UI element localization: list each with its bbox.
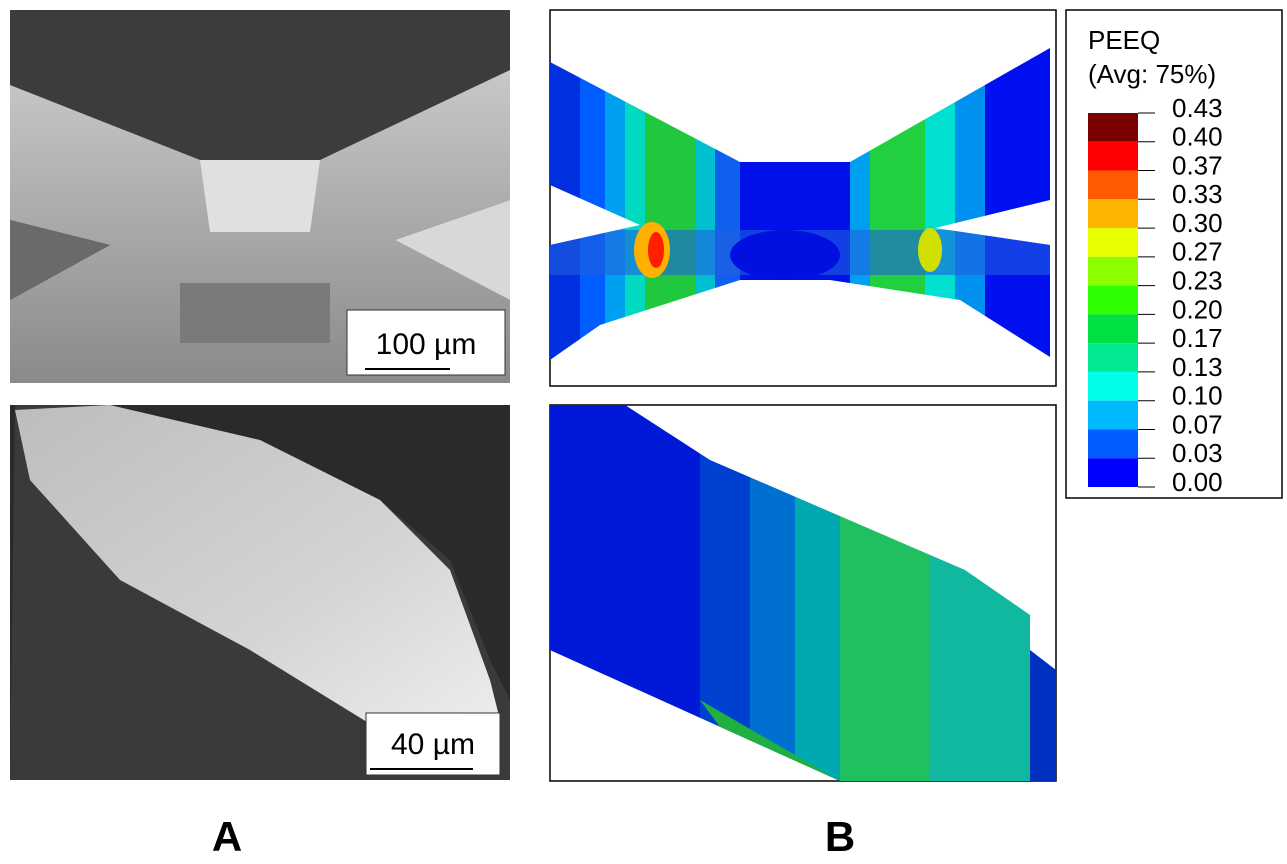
legend-label: 0.03 xyxy=(1172,438,1223,468)
legend-swatch xyxy=(1088,113,1138,142)
legend-title: PEEQ xyxy=(1088,25,1160,55)
legend-label: 0.40 xyxy=(1172,122,1223,152)
fea-plot-bottom xyxy=(550,400,1060,785)
scale-bar-label: 40 µm xyxy=(391,728,475,761)
legend-swatch xyxy=(1088,372,1138,401)
legend-swatch xyxy=(1088,343,1138,372)
scale-bar-label: 100 µm xyxy=(376,328,477,361)
legend-swatch xyxy=(1088,199,1138,228)
legend-label: 0.43 xyxy=(1172,93,1223,123)
legend-label: 0.33 xyxy=(1172,179,1223,209)
legend-subtitle: (Avg: 75%) xyxy=(1088,59,1216,89)
legend-swatch xyxy=(1088,458,1138,487)
legend-label: 0.20 xyxy=(1172,294,1223,324)
legend-label: 0.27 xyxy=(1172,237,1223,267)
fea-plot-top xyxy=(550,10,1060,386)
figure: 100 µm 40 µm xyxy=(0,0,1287,859)
sem-image-top: 100 µm xyxy=(10,10,510,383)
legend-swatch xyxy=(1088,257,1138,286)
legend-label: 0.37 xyxy=(1172,150,1223,180)
legend-label: 0.17 xyxy=(1172,323,1223,353)
legend-swatch xyxy=(1088,171,1138,200)
legend-label: 0.10 xyxy=(1172,381,1223,411)
legend-swatch xyxy=(1088,401,1138,430)
legend-swatch xyxy=(1088,286,1138,315)
legend-swatch xyxy=(1088,314,1138,343)
legend-label: 0.23 xyxy=(1172,265,1223,295)
legend-label: 0.00 xyxy=(1172,467,1223,497)
legend-label: 0.13 xyxy=(1172,352,1223,382)
legend-label: 0.07 xyxy=(1172,409,1223,439)
legend-label: 0.30 xyxy=(1172,208,1223,238)
legend-swatch xyxy=(1088,429,1138,458)
legend-swatch xyxy=(1088,228,1138,257)
panel-label: B xyxy=(825,813,855,859)
sem-image-bottom: 40 µm xyxy=(10,405,510,780)
panel-label: A xyxy=(212,813,242,859)
legend: PEEQ (Avg: 75%) 0.430.400.370.330.300.27… xyxy=(1066,10,1282,498)
legend-swatch xyxy=(1088,142,1138,171)
